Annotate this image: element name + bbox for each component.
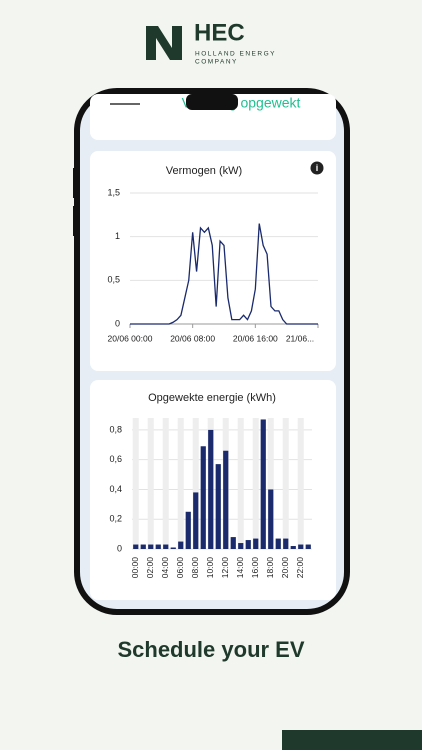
bar-background: [237, 418, 244, 549]
bar: [163, 544, 169, 549]
bar-background: [252, 418, 259, 549]
bar: [170, 547, 176, 549]
y-tick-label: 1: [115, 231, 120, 241]
x-tick-label: 21/06...: [286, 333, 314, 343]
bar-background: [162, 418, 169, 549]
y-tick-label: 1,5: [107, 187, 120, 197]
bar: [230, 537, 236, 549]
bar: [178, 541, 184, 549]
bar: [260, 419, 266, 549]
info-icon-glyph: i: [316, 163, 319, 173]
x-tick-label: 12:00: [220, 557, 230, 579]
y-tick-label: 0: [117, 543, 122, 553]
bar: [140, 544, 146, 549]
x-tick-label: 20/06 16:00: [233, 333, 278, 343]
x-tick-label: 00:00: [130, 557, 140, 579]
x-tick-label: 06:00: [175, 557, 185, 579]
logo: [146, 26, 182, 60]
x-tick-label: 20:00: [280, 557, 290, 579]
bar: [208, 429, 214, 549]
x-tick-label: 02:00: [145, 557, 155, 579]
bar: [155, 544, 161, 549]
bar: [215, 464, 221, 549]
bar: [238, 543, 244, 549]
tagline: COMPANY: [195, 59, 238, 66]
tagline: HOLLAND ENERGY: [195, 51, 276, 58]
bar: [298, 544, 304, 549]
bar: [193, 492, 199, 549]
y-tick-label: 0,5: [107, 275, 120, 285]
bar: [305, 544, 311, 549]
x-tick-label: 04:00: [160, 557, 170, 579]
x-tick-label: 18:00: [265, 557, 275, 579]
bar-background: [297, 418, 304, 549]
bar: [148, 544, 154, 549]
x-tick-label: 22:00: [295, 557, 305, 579]
bar: [245, 540, 251, 549]
logo-mark: [146, 26, 182, 60]
phone-button: [73, 168, 77, 198]
x-tick-label: 16:00: [250, 557, 260, 579]
y-tick-label: 0: [115, 318, 120, 328]
bar-background: [147, 418, 154, 549]
bar: [275, 538, 281, 549]
brand: HEC: [194, 19, 245, 46]
card: [90, 94, 336, 140]
bar: [283, 538, 289, 549]
caption: Schedule your EV: [117, 637, 304, 662]
info-icon[interactable]: [310, 161, 324, 175]
chart-title: Opgewekte energie (kWh): [148, 392, 276, 404]
bar: [223, 450, 229, 549]
bar: [133, 544, 139, 549]
x-tick-label: 08:00: [190, 557, 200, 579]
bar: [253, 538, 259, 549]
chart-title: Vermogen (kW): [166, 165, 242, 177]
bar: [290, 546, 296, 549]
line-series: [130, 223, 318, 325]
bar-background: [132, 418, 139, 549]
bar: [268, 489, 274, 549]
y-tick-label: 0,4: [109, 484, 122, 494]
bar-background: [177, 418, 184, 549]
y-tick-label: 0,8: [109, 424, 122, 434]
x-tick-label: 10:00: [205, 557, 215, 579]
bar-background: [192, 418, 199, 549]
y-tick-label: 0,6: [109, 454, 122, 464]
x-tick-label: 20/06 08:00: [170, 333, 215, 343]
notch: [186, 94, 238, 110]
phone-button: [73, 206, 77, 236]
footer-strip: [282, 730, 422, 750]
bar: [200, 446, 206, 549]
bar-background: [267, 418, 274, 549]
bar-background: [282, 418, 289, 549]
bar: [185, 511, 191, 549]
x-tick-label: 14:00: [235, 557, 245, 579]
y-tick-label: 0,2: [109, 514, 122, 524]
x-tick-label: 20/06 00:00: [108, 333, 153, 343]
